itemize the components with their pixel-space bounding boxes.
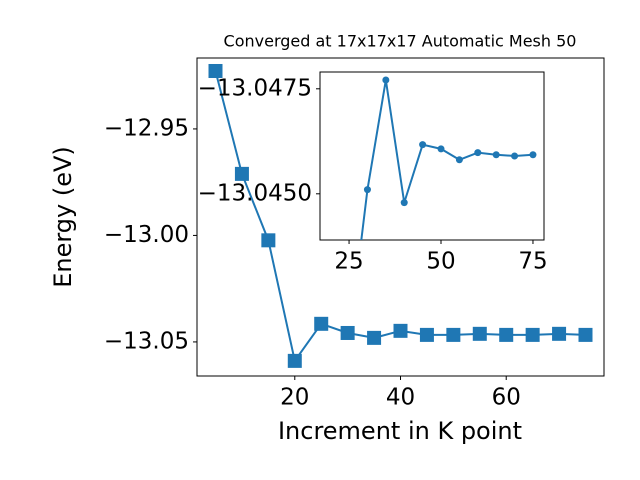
x-tick-label: 50 — [426, 249, 455, 275]
y-tick-label: −13.00 — [104, 222, 189, 248]
marker — [455, 156, 463, 164]
y-tick-label: −13.0475 — [198, 75, 312, 101]
marker — [208, 63, 223, 78]
y-tick-label: −12.95 — [104, 115, 189, 141]
plot-area — [360, 76, 537, 240]
marker — [261, 233, 276, 248]
plot-area — [208, 63, 593, 368]
marker — [419, 327, 434, 342]
y-tick-label: −13.05 — [104, 328, 189, 354]
marker — [287, 353, 302, 368]
marker — [437, 145, 445, 153]
marker — [474, 149, 482, 157]
marker — [363, 186, 371, 194]
marker — [419, 141, 427, 149]
x-tick-label: 60 — [492, 385, 521, 411]
marker — [472, 326, 487, 341]
marker — [393, 323, 408, 338]
x-tick-label: 20 — [280, 385, 309, 411]
y-axis-label: Energy (eV) — [49, 146, 77, 288]
x-tick-label: 75 — [518, 249, 547, 275]
y-tick-label: −13.0450 — [198, 180, 312, 206]
marker — [382, 76, 390, 84]
marker — [367, 330, 382, 345]
marker — [529, 151, 537, 159]
x-axis-label: Increment in K point — [278, 417, 522, 445]
marker — [511, 152, 519, 160]
x-tick-label: 40 — [386, 385, 415, 411]
marker — [525, 327, 540, 342]
marker — [552, 326, 567, 341]
marker — [578, 327, 593, 342]
marker — [314, 316, 329, 331]
chart-title: Converged at 17x17x17 Automatic Mesh 50 — [224, 32, 577, 51]
marker — [340, 325, 355, 340]
marker — [499, 327, 514, 342]
marker — [234, 166, 249, 181]
marker — [446, 327, 461, 342]
x-tick-label: 25 — [334, 249, 363, 275]
marker — [400, 199, 408, 207]
marker — [492, 151, 500, 159]
